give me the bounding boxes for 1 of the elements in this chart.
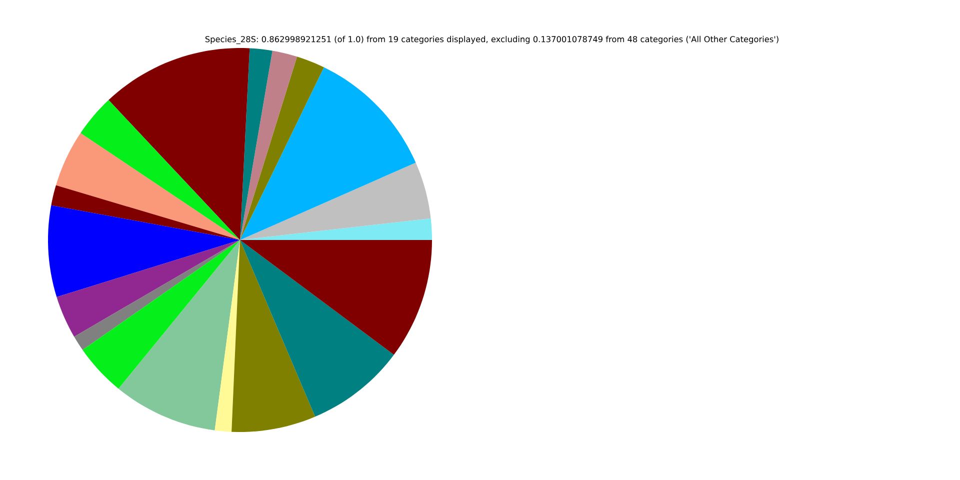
text: Species_28S: 0.862998921251 (of 1.0) from 19 categories displayed, excluding 0.137001078749 from 48 categories ('All Other Categories')	[205, 36, 778, 44]
